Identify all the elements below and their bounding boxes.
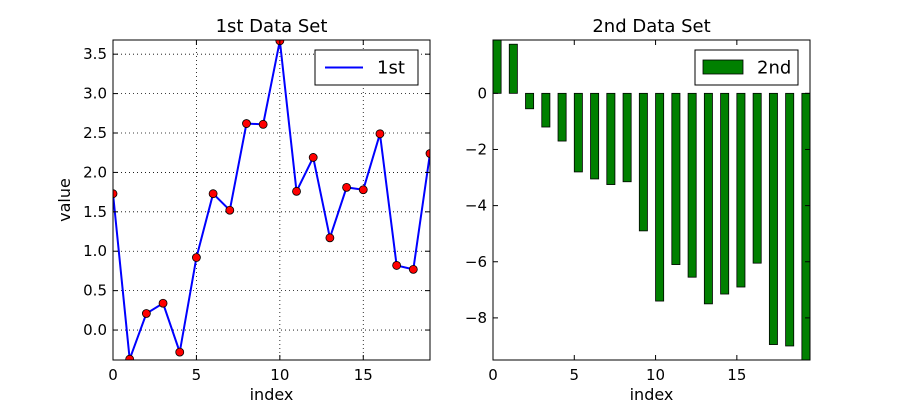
plot-area <box>113 40 430 360</box>
bar <box>606 92 616 185</box>
bar <box>525 92 535 110</box>
y-tick-label: 0 <box>477 84 487 102</box>
x-tick-label: 0 <box>488 366 498 384</box>
data-point <box>125 354 135 360</box>
y-tick-label: 3.0 <box>83 85 107 103</box>
series-line-1st <box>113 40 430 360</box>
x-axis-label: index <box>250 385 294 400</box>
x-tick-label: 10 <box>646 366 665 384</box>
x-tick-label: 5 <box>570 366 580 384</box>
y-tick-label: −2 <box>465 140 487 158</box>
bar <box>785 92 795 347</box>
data-point <box>425 149 430 158</box>
data-point <box>175 347 185 357</box>
axes-frame <box>492 39 811 361</box>
chart-title: 2nd Data Set <box>592 16 710 37</box>
bar <box>687 92 697 278</box>
data-point <box>225 205 235 215</box>
x-tick-label: 10 <box>270 366 289 384</box>
y-tick-label: −4 <box>465 197 487 215</box>
data-point <box>358 185 368 195</box>
legend: 1st <box>314 49 419 86</box>
bar <box>736 92 746 288</box>
data-point <box>375 129 385 139</box>
y-tick-label: 3.5 <box>83 45 107 63</box>
data-point <box>208 189 218 199</box>
plot-area <box>493 40 810 360</box>
bar <box>768 92 778 345</box>
data-point <box>158 298 168 308</box>
data-point <box>113 189 118 199</box>
y-tick-label: 1.0 <box>83 242 107 260</box>
y-tick-label: −6 <box>465 253 487 271</box>
y-axis-label: value <box>55 178 74 222</box>
legend-label: 2nd <box>757 58 791 79</box>
bar <box>801 92 810 360</box>
bar <box>541 92 551 128</box>
y-tick-label: 0.0 <box>83 321 107 339</box>
bar <box>671 92 681 265</box>
data-point <box>192 253 201 262</box>
data-point <box>258 119 268 129</box>
bar <box>573 92 583 173</box>
axes-frame <box>112 39 431 361</box>
y-tick-label: 0.5 <box>83 282 107 300</box>
y-tick-label: 2.5 <box>83 124 107 142</box>
bar <box>590 92 600 180</box>
bar-chart-panel: 0 5 10 15 0 −2 −4 −6 −8 2nd Data Set index 2nd <box>465 16 811 400</box>
data-point <box>141 309 151 318</box>
bar <box>720 92 730 295</box>
x-tick-label: 5 <box>192 366 202 384</box>
y-tick-label: 2.0 <box>83 163 107 181</box>
data-point <box>325 233 335 243</box>
y-tick-label: −8 <box>465 309 487 327</box>
x-tick-label: 15 <box>727 366 746 384</box>
data-point <box>242 119 251 128</box>
bar <box>752 92 762 264</box>
data-point <box>408 264 418 274</box>
data-point <box>292 186 301 196</box>
bar <box>493 40 502 94</box>
bar <box>703 92 713 305</box>
y-tick-label: 1.5 <box>83 203 107 221</box>
data-point <box>342 182 351 192</box>
chart-title: 1st Data Set <box>216 16 328 37</box>
bar <box>508 43 518 94</box>
legend-label: 1st <box>377 58 405 79</box>
data-point <box>308 153 318 162</box>
bar <box>638 92 648 232</box>
bar <box>655 92 665 302</box>
legend: 2nd <box>694 49 799 86</box>
x-tick-label: 15 <box>354 366 373 384</box>
data-point <box>392 261 402 270</box>
legend-bar-swatch <box>702 59 744 75</box>
x-tick-label: 0 <box>108 366 118 384</box>
x-axis-label: index <box>630 385 674 400</box>
bar <box>622 92 632 183</box>
line-chart-panel: 0 5 10 15 0.0 0.5 1.0 1.5 2.0 2.5 3.0 3.5 1st Data S… <box>55 16 431 400</box>
bar <box>557 92 567 142</box>
